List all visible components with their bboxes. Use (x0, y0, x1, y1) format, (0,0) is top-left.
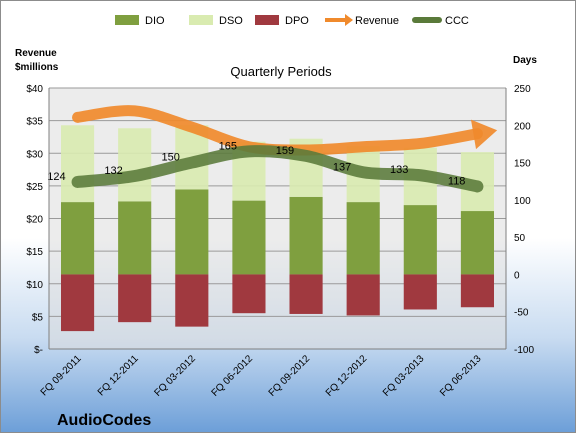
dpo-bar (232, 274, 266, 314)
left-tick-label: $- (34, 345, 43, 356)
revenue-arrowhead (470, 119, 498, 150)
legend-label: Revenue (355, 15, 399, 27)
brand-name: AudioCodes (57, 412, 151, 429)
right-tick-label: 250 (514, 84, 531, 95)
category-tick-label: FQ 12-2012 (324, 353, 370, 399)
dpo-bar (289, 274, 323, 314)
left-tick-label: $20 (26, 215, 43, 226)
right-axis-label: Days (513, 55, 537, 66)
chart-title: Quarterly Periods (230, 64, 332, 79)
dso-bar (60, 125, 95, 203)
dio-bar (289, 196, 323, 275)
dpo-bar (403, 274, 437, 310)
dpo-bar (175, 274, 209, 327)
left-tick-label: $10 (26, 280, 43, 291)
right-tick-label: 200 (514, 121, 531, 132)
legend-swatch (255, 15, 279, 25)
dso-bar (118, 128, 152, 202)
ccc-data-label: 150 (161, 152, 179, 164)
category-tick-label: FQ 12-2011 (96, 353, 141, 398)
dio-bar (403, 205, 437, 275)
category-tick-label: FQ 09-2011 (39, 353, 84, 398)
legend-arrow-icon (325, 14, 353, 26)
left-tick-label: $30 (26, 149, 43, 160)
ccc-data-label: 124 (47, 171, 65, 183)
left-tick-label: $35 (26, 117, 43, 128)
left-axis-label-line-2: $millions (15, 62, 59, 73)
legend-swatch (189, 15, 213, 25)
legend-swatch (115, 15, 139, 25)
legend-label: DIO (145, 15, 165, 27)
left-axis-label-line-1: Revenue (15, 48, 57, 59)
right-tick-label: -100 (514, 345, 534, 356)
legend-label: CCC (445, 15, 469, 27)
ccc-data-label: 118 (448, 175, 466, 187)
category-tick-label: FQ 06-2013 (438, 353, 484, 399)
category-tick-label: FQ 06-2012 (210, 353, 256, 399)
dio-bar (60, 202, 95, 275)
legend-label: DPO (285, 15, 309, 27)
dpo-bar (118, 274, 152, 323)
dio-bar (460, 211, 495, 275)
right-tick-label: 100 (514, 196, 531, 207)
category-tick-label: FQ 03-2013 (381, 353, 427, 399)
dio-bar (346, 202, 380, 275)
ccc-line (71, 145, 484, 193)
ccc-data-label: 165 (219, 140, 237, 152)
right-tick-label: 50 (514, 233, 526, 244)
dpo-bar (346, 274, 380, 316)
dio-bar (175, 189, 209, 275)
left-tick-label: $5 (32, 312, 44, 323)
left-tick-label: $40 (26, 84, 43, 95)
ccc-data-label: 159 (276, 145, 294, 157)
right-tick-label: 0 (514, 270, 520, 281)
dio-bar (118, 201, 152, 275)
ccc-data-label: 132 (104, 165, 122, 177)
category-tick-label: FQ 03-2012 (152, 353, 198, 399)
left-tick-label: $15 (26, 247, 43, 258)
ccc-data-label: 137 (333, 161, 351, 173)
legend-label: DSO (219, 15, 243, 27)
dpo-bar (460, 274, 495, 308)
right-tick-label: -50 (514, 308, 529, 319)
right-tick-label: 150 (514, 159, 531, 170)
category-tick-label: FQ 09-2012 (267, 353, 313, 399)
dio-bar (232, 200, 266, 275)
left-tick-label: $25 (26, 182, 43, 193)
dpo-bar (60, 274, 95, 332)
ccc-data-label: 133 (390, 164, 408, 176)
